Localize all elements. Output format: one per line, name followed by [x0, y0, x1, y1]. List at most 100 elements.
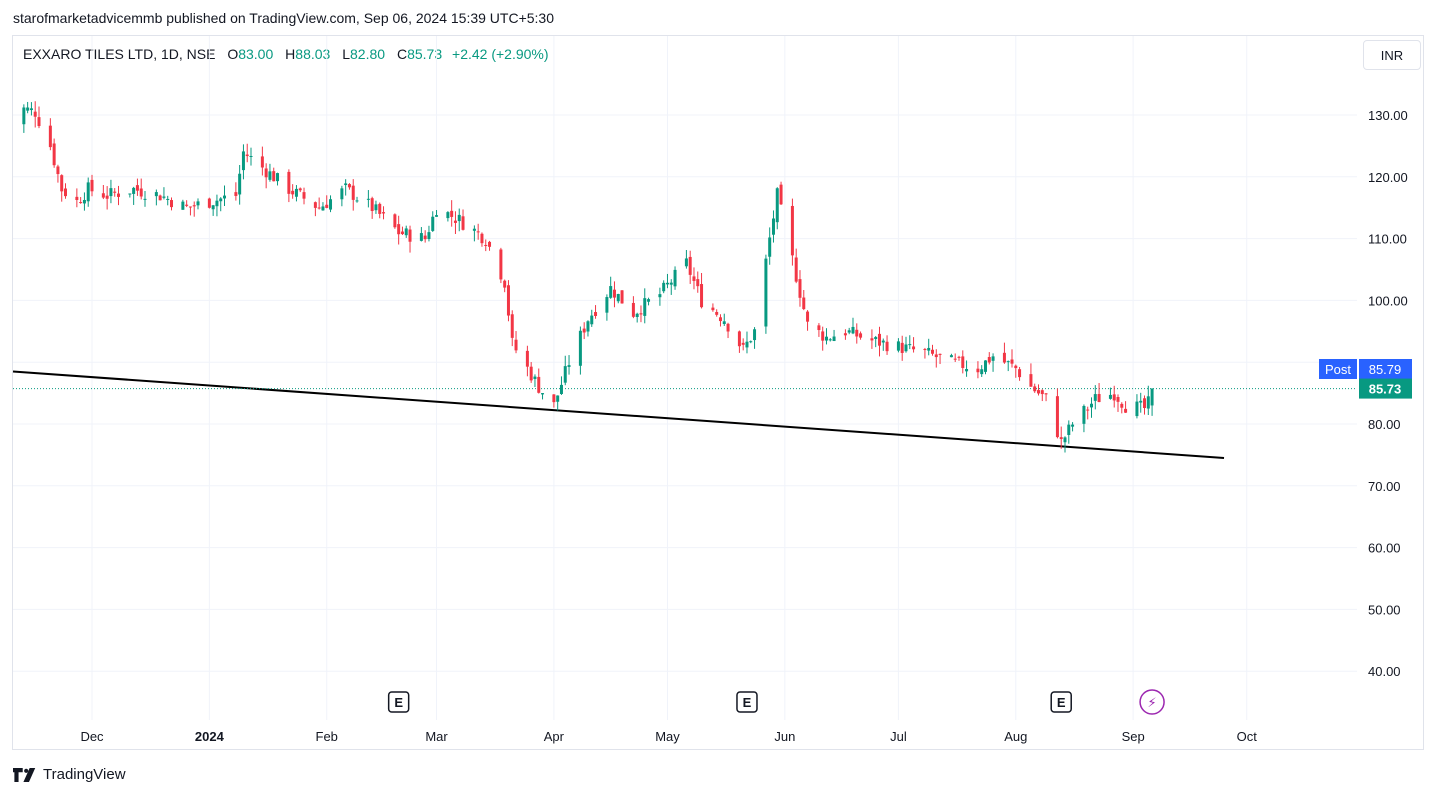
candle-body	[582, 328, 586, 333]
candle	[726, 322, 730, 339]
candle	[881, 338, 885, 351]
earnings-icon[interactable]: E	[387, 691, 410, 713]
candle-body	[86, 182, 90, 202]
candle-body	[48, 125, 52, 148]
candle-body	[669, 282, 673, 285]
candle	[238, 164, 242, 205]
candle	[1097, 383, 1101, 403]
earnings-label: E	[394, 695, 403, 710]
candle-body	[594, 312, 598, 317]
candle	[1002, 342, 1006, 364]
post-price-tag: Post 85.79	[1319, 359, 1412, 379]
candle	[196, 198, 200, 210]
candle-body	[370, 198, 374, 212]
candle-body	[851, 326, 855, 334]
candle-body	[29, 108, 33, 111]
candle	[90, 174, 94, 197]
trendline-layer	[12, 370, 1357, 459]
footer-brand[interactable]: TradingView	[13, 766, 126, 783]
candle	[563, 355, 567, 386]
symbol-name[interactable]: EXXARO TILES LTD, 1D, NSE	[23, 46, 216, 62]
time-tick-label: Jul	[890, 729, 907, 744]
candle-body	[590, 315, 594, 325]
candle-body	[711, 307, 715, 311]
candle	[56, 164, 60, 183]
earnings-icon[interactable]: E	[1050, 691, 1072, 713]
candle-body	[662, 282, 666, 292]
candle-body	[1090, 403, 1094, 408]
candle	[245, 143, 249, 163]
candle	[291, 184, 295, 199]
candle-body	[802, 297, 806, 310]
candle-body	[506, 285, 510, 316]
last-price-tag: 85.73	[1359, 378, 1412, 399]
candle-body	[798, 279, 802, 298]
candle-body	[537, 376, 541, 393]
candle-body	[1018, 369, 1022, 378]
candle	[912, 337, 916, 353]
candle-body	[223, 195, 227, 199]
candle-body	[162, 196, 166, 198]
candle-body	[313, 202, 317, 208]
candle-body	[843, 333, 847, 336]
candle-body	[188, 206, 192, 208]
candle-body	[556, 395, 560, 402]
candle	[52, 138, 56, 168]
candle	[775, 187, 779, 230]
candle-body	[347, 184, 351, 188]
candle-body	[647, 299, 651, 302]
candle-body	[302, 192, 306, 199]
candle-body	[938, 353, 942, 355]
candle-body	[453, 220, 457, 223]
candle-body	[351, 185, 355, 200]
candle	[113, 188, 117, 197]
candle	[1143, 395, 1147, 415]
candle	[219, 197, 223, 212]
candle-body	[488, 241, 492, 247]
candle	[718, 314, 722, 327]
candle	[60, 174, 64, 202]
candle	[620, 290, 624, 304]
candle	[605, 294, 609, 321]
candle	[461, 209, 465, 231]
time-tick-label: Dec	[80, 729, 104, 744]
currency-button[interactable]: INR	[1363, 40, 1421, 70]
candle	[1014, 364, 1018, 378]
earnings-label: E	[743, 695, 752, 710]
candle-body	[435, 215, 439, 217]
last-price-value: 85.73	[1369, 382, 1402, 397]
candle	[673, 266, 677, 290]
candle	[715, 309, 719, 317]
candle	[321, 202, 325, 211]
candle	[609, 276, 613, 299]
earnings-box	[1050, 691, 1072, 713]
candle-body	[874, 337, 878, 339]
candle-body	[400, 231, 404, 235]
candle	[745, 331, 749, 354]
candle-body	[1112, 394, 1116, 401]
candle-body	[109, 188, 113, 197]
candle-body	[847, 330, 851, 333]
last-price-bg	[1359, 378, 1412, 399]
low-label: L	[342, 46, 351, 62]
candle-body	[249, 156, 253, 158]
candle	[700, 272, 704, 309]
candle	[586, 320, 590, 337]
candle	[188, 206, 192, 216]
candle-body	[154, 192, 158, 197]
candle	[616, 293, 620, 304]
candle-body	[234, 192, 238, 196]
candle	[1006, 360, 1010, 372]
candle-body	[1093, 394, 1097, 401]
earnings-box	[736, 691, 758, 713]
candle	[1029, 363, 1033, 387]
candle-body	[609, 286, 613, 298]
candle	[1108, 387, 1112, 400]
candle-body	[552, 394, 556, 403]
candle-body	[56, 166, 60, 175]
candle	[824, 328, 828, 345]
dividend-icon[interactable]: ⚡	[1139, 689, 1165, 715]
earnings-icon[interactable]: E	[736, 691, 758, 713]
candle-body	[192, 205, 196, 207]
